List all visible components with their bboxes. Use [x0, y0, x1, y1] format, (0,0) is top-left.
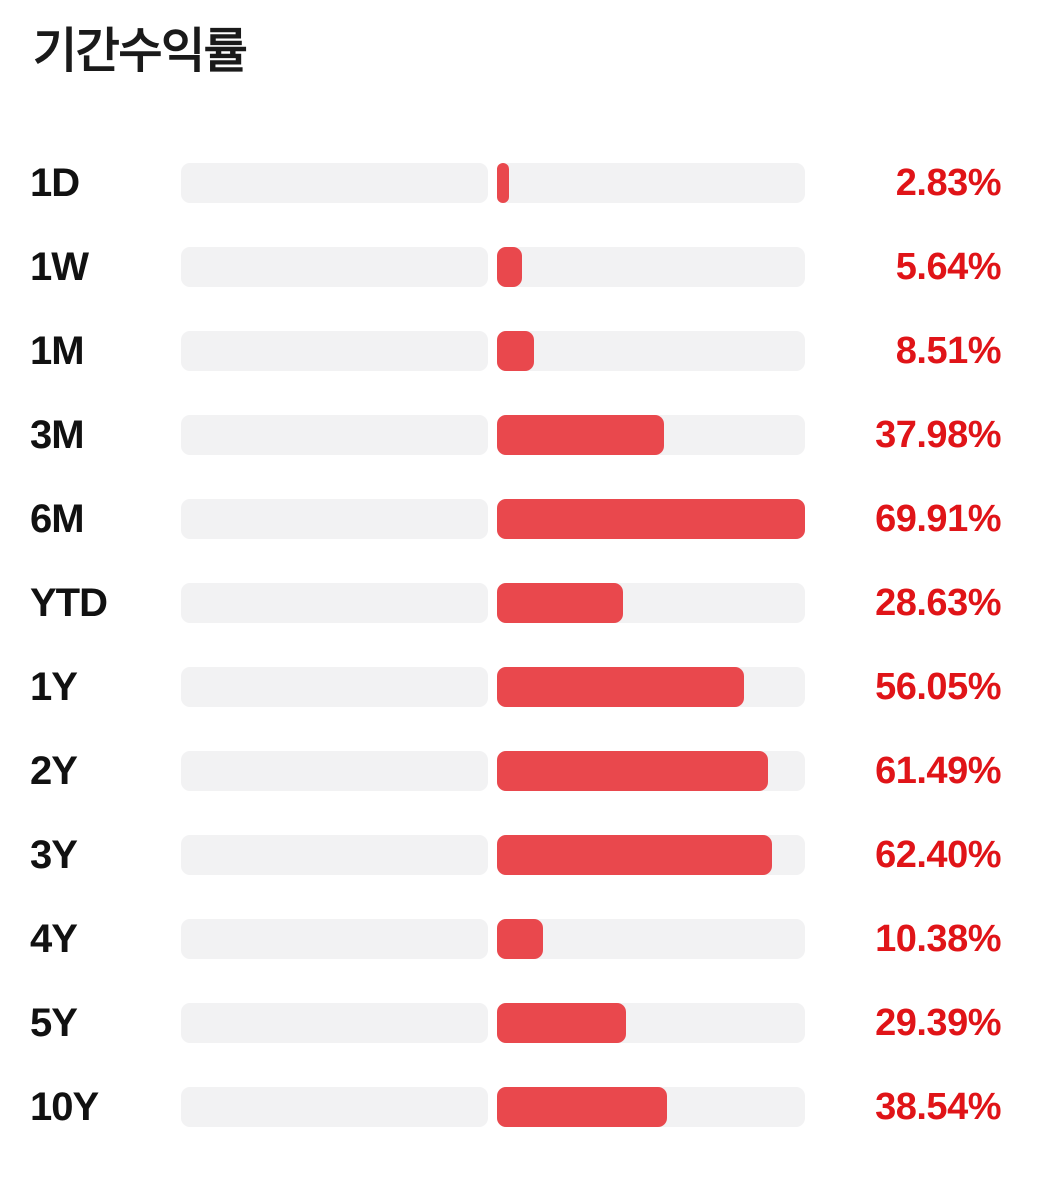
zero-axis-gap: [488, 835, 497, 875]
zero-axis-gap: [488, 415, 497, 455]
bar-track-positive: [497, 750, 805, 791]
bar-fill: [497, 918, 543, 959]
bar-track-negative: [181, 582, 488, 623]
period-return-row: 1D 2.83%: [0, 160, 1039, 205]
period-label: 1M: [30, 328, 85, 373]
bar-track-positive: [497, 162, 805, 203]
return-value: 5.64%: [895, 245, 1002, 288]
bar-track-positive: [497, 246, 805, 287]
returns-bar-chart: 1D 2.83% 1W 5.64% 1M 8.51% 3M 37.98%: [0, 160, 1039, 1129]
return-value: 8.51%: [895, 329, 1002, 372]
zero-axis-gap: [488, 163, 497, 203]
bar-track-positive: [497, 498, 805, 539]
zero-axis-gap: [488, 751, 497, 791]
period-return-row: 2Y 61.49%: [0, 748, 1039, 793]
bar-track-positive: [497, 1002, 805, 1043]
bar-fill: [497, 1086, 667, 1127]
period-label: 3Y: [30, 832, 78, 877]
bar-fill: [497, 330, 535, 371]
period-label: 5Y: [30, 1000, 78, 1045]
bar-track-negative: [181, 1002, 488, 1043]
period-label: YTD: [30, 580, 108, 625]
bar-track-positive: [497, 414, 805, 455]
bar-fill: [497, 582, 624, 623]
bar-track-positive: [497, 582, 805, 623]
period-return-row: 5Y 29.39%: [0, 1000, 1039, 1045]
return-value: 37.98%: [875, 413, 1001, 456]
return-value: 56.05%: [875, 665, 1001, 708]
bar-track-positive: [497, 1086, 805, 1127]
period-label: 6M: [30, 496, 85, 541]
return-value: 29.39%: [875, 1001, 1001, 1044]
period-label: 1D: [30, 160, 80, 205]
return-value: 61.49%: [875, 749, 1001, 792]
zero-axis-gap: [488, 1003, 497, 1043]
return-value: 10.38%: [875, 917, 1001, 960]
bar-track-negative: [181, 834, 488, 875]
period-return-row: 3Y 62.40%: [0, 832, 1039, 877]
period-label: 4Y: [30, 916, 78, 961]
period-return-row: 1Y 56.05%: [0, 664, 1039, 709]
bar-fill: [497, 834, 772, 875]
period-return-row: YTD 28.63%: [0, 580, 1039, 625]
bar-fill: [497, 750, 768, 791]
period-return-row: 6M 69.91%: [0, 496, 1039, 541]
period-return-row: 4Y 10.38%: [0, 916, 1039, 961]
period-label: 1Y: [30, 664, 78, 709]
bar-track-negative: [181, 162, 488, 203]
return-value: 28.63%: [875, 581, 1001, 624]
return-value: 69.91%: [875, 497, 1001, 540]
bar-fill: [497, 414, 665, 455]
return-value: 62.40%: [875, 833, 1001, 876]
return-value: 2.83%: [895, 161, 1002, 204]
bar-fill: [497, 1002, 627, 1043]
bar-track-negative: [181, 414, 488, 455]
period-returns-panel: 기간수익률 1D 2.83% 1W 5.64% 1M 8.51% 3M: [0, 25, 1039, 1129]
period-return-row: 3M 37.98%: [0, 412, 1039, 457]
zero-axis-gap: [488, 667, 497, 707]
bar-fill: [497, 498, 805, 539]
return-value: 38.54%: [875, 1085, 1001, 1128]
bar-track-negative: [181, 498, 488, 539]
bar-fill: [497, 162, 510, 203]
bar-track-positive: [497, 666, 805, 707]
bar-track-positive: [497, 834, 805, 875]
period-label: 10Y: [30, 1084, 99, 1129]
zero-axis-gap: [488, 919, 497, 959]
zero-axis-gap: [488, 583, 497, 623]
bar-fill: [497, 246, 522, 287]
bar-track-negative: [181, 750, 488, 791]
bar-fill: [497, 666, 744, 707]
period-return-row: 10Y 38.54%: [0, 1084, 1039, 1129]
period-label: 2Y: [30, 748, 78, 793]
page-title: 기간수익률: [33, 25, 248, 78]
bar-track-negative: [181, 666, 488, 707]
period-return-row: 1W 5.64%: [0, 244, 1039, 289]
period-label: 1W: [30, 244, 89, 289]
bar-track-positive: [497, 330, 805, 371]
zero-axis-gap: [488, 331, 497, 371]
zero-axis-gap: [488, 1087, 497, 1127]
zero-axis-gap: [488, 499, 497, 539]
bar-track-positive: [497, 918, 805, 959]
bar-track-negative: [181, 246, 488, 287]
zero-axis-gap: [488, 247, 497, 287]
period-label: 3M: [30, 412, 85, 457]
bar-track-negative: [181, 918, 488, 959]
period-return-row: 1M 8.51%: [0, 328, 1039, 373]
bar-track-negative: [181, 1086, 488, 1127]
bar-track-negative: [181, 330, 488, 371]
